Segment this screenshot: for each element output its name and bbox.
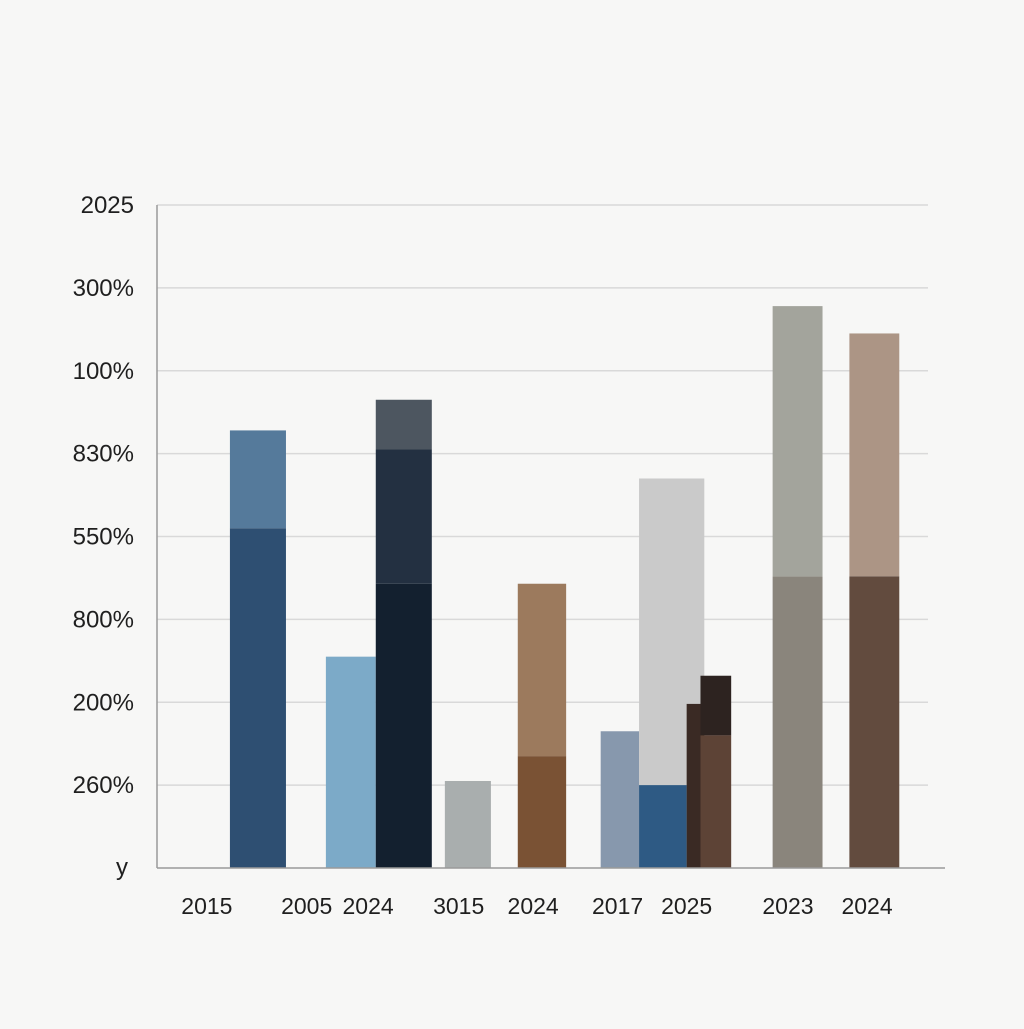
bar: [772, 576, 823, 868]
x-tick-label: 2023: [762, 893, 813, 919]
x-tick-label: 3015: [433, 893, 484, 919]
y-tick-label: 800%: [73, 606, 134, 633]
bars: [229, 306, 900, 868]
axes: y: [116, 205, 945, 881]
y-tick-label: 100%: [73, 358, 134, 385]
x-tick-label: 2024: [343, 893, 394, 919]
bar: [700, 675, 732, 736]
x-tick-label: 2024: [841, 893, 892, 919]
bar: [700, 735, 732, 868]
bar: [639, 785, 687, 868]
y-tick-label: 2025: [81, 192, 134, 219]
x-tick-label: 2025: [661, 893, 712, 919]
x-tick-label: 2017: [592, 893, 643, 919]
bar: [229, 430, 286, 529]
bar: [517, 583, 567, 757]
bar: [325, 656, 376, 868]
bar: [444, 780, 491, 868]
y-tick-label: 260%: [73, 772, 134, 799]
bar: [772, 306, 823, 577]
bar: [849, 576, 900, 868]
y-axis-label: y: [116, 854, 128, 881]
bar: [686, 703, 705, 868]
y-tick-label: 830%: [73, 441, 134, 468]
bar: [375, 449, 432, 584]
bar: [517, 756, 567, 868]
x-tick-label: 2024: [508, 893, 559, 919]
x-tick-label: 2015: [181, 893, 232, 919]
y-tick-labels: 260% 200% 800% 550% 830% 100% 300% 2025: [73, 192, 134, 799]
bar: [375, 399, 432, 450]
bar: [600, 731, 640, 868]
y-tick-label: 300%: [73, 275, 134, 302]
x-tick-labels: 2015 2005 2024 3015 2024 2017 2025 2023 2024: [181, 893, 893, 919]
bar: [375, 583, 432, 868]
y-tick-label: 550%: [73, 524, 134, 551]
bar: [229, 528, 286, 868]
x-tick-label: 2005: [281, 893, 332, 919]
bar: [849, 333, 900, 577]
y-tick-label: 200%: [73, 689, 134, 716]
